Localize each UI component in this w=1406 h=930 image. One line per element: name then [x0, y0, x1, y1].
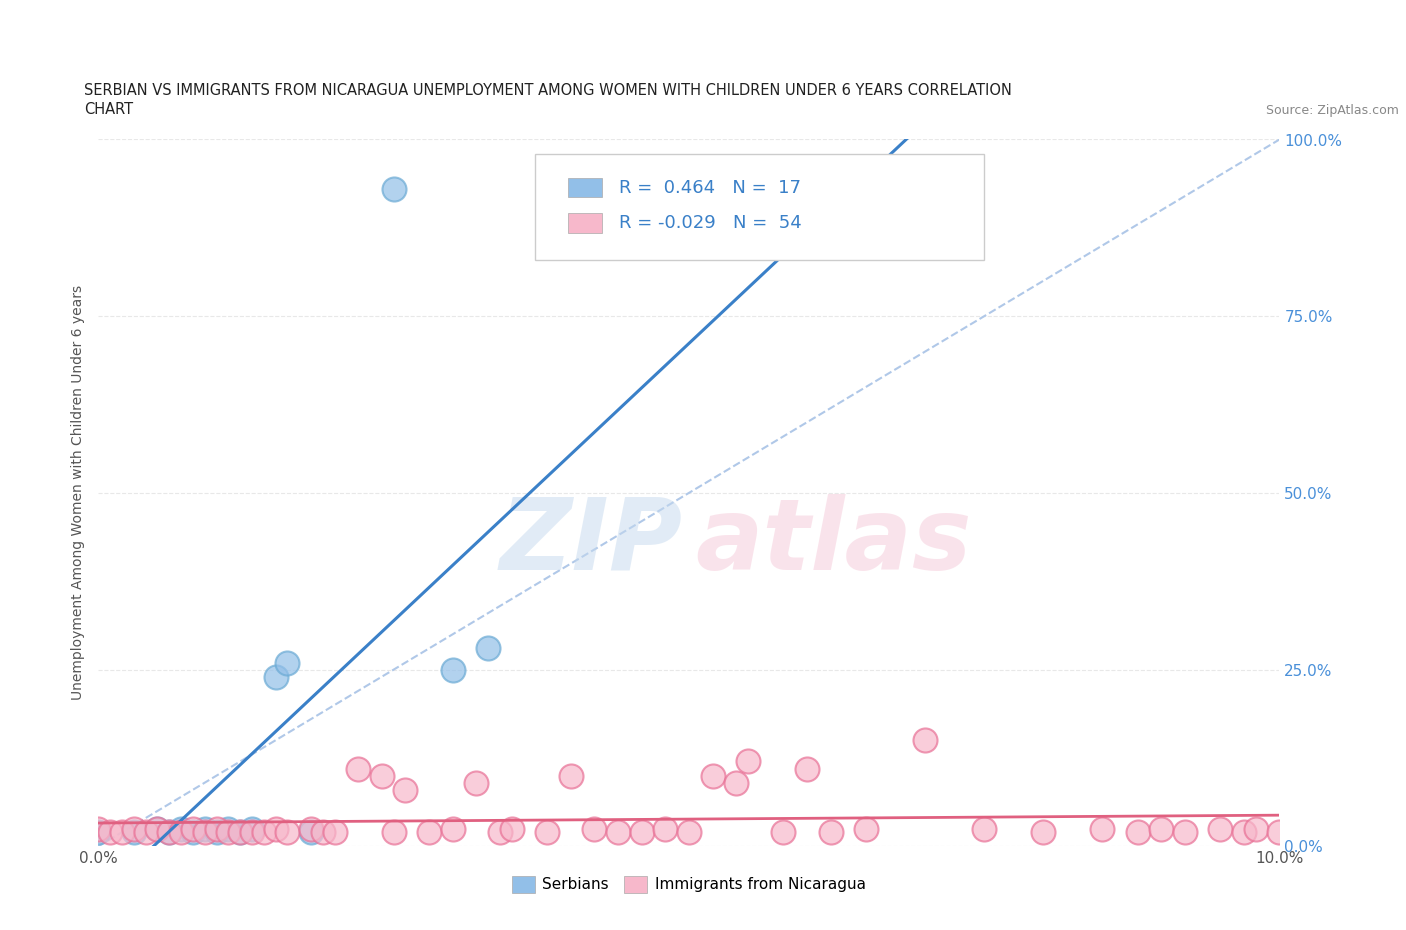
Point: [181, 825, 204, 840]
Point: [229, 825, 252, 840]
Point: [477, 641, 499, 656]
Point: [312, 825, 335, 840]
Point: [111, 825, 134, 840]
Point: [1209, 821, 1232, 836]
Point: [583, 821, 606, 836]
Point: [253, 825, 276, 840]
Point: [98, 825, 121, 840]
Point: [536, 825, 558, 840]
Y-axis label: Unemployment Among Women with Children Under 6 years: Unemployment Among Women with Children U…: [70, 286, 84, 700]
Point: [194, 821, 217, 836]
Point: [1244, 821, 1267, 836]
Point: [1233, 825, 1256, 840]
Point: [737, 754, 759, 769]
Point: [702, 768, 724, 783]
Point: [441, 662, 464, 677]
Point: [725, 776, 748, 790]
Point: [382, 181, 405, 196]
Text: Source: ZipAtlas.com: Source: ZipAtlas.com: [1265, 104, 1399, 117]
Point: [371, 768, 394, 783]
Point: [1126, 825, 1149, 840]
Point: [157, 825, 180, 840]
Point: [276, 655, 298, 670]
Point: [205, 825, 228, 840]
Point: [264, 821, 287, 836]
Text: R =  0.464   N =  17: R = 0.464 N = 17: [619, 179, 801, 196]
Point: [146, 821, 169, 836]
Text: atlas: atlas: [695, 494, 972, 591]
Point: [122, 821, 145, 836]
Point: [1091, 821, 1114, 836]
Point: [135, 825, 157, 840]
Point: [560, 768, 582, 783]
Point: [87, 821, 110, 836]
Point: [194, 825, 217, 840]
Point: [1150, 821, 1173, 836]
Point: [465, 776, 488, 790]
Point: [394, 782, 416, 797]
Point: [418, 825, 440, 840]
Point: [205, 821, 228, 836]
Point: [441, 821, 464, 836]
Point: [240, 821, 263, 836]
Text: ZIP: ZIP: [501, 494, 683, 591]
Point: [501, 821, 523, 836]
Legend: Serbians, Immigrants from Nicaragua: Serbians, Immigrants from Nicaragua: [506, 870, 872, 898]
Point: [796, 761, 818, 776]
FancyBboxPatch shape: [568, 213, 602, 232]
Point: [678, 825, 700, 840]
Point: [299, 821, 322, 836]
Text: SERBIAN VS IMMIGRANTS FROM NICARAGUA UNEMPLOYMENT AMONG WOMEN WITH CHILDREN UNDE: SERBIAN VS IMMIGRANTS FROM NICARAGUA UNE…: [84, 83, 1012, 98]
Point: [217, 825, 239, 840]
Point: [276, 825, 298, 840]
Point: [299, 825, 322, 840]
Point: [855, 821, 877, 836]
Point: [122, 825, 145, 840]
Point: [323, 825, 346, 840]
Point: [217, 821, 239, 836]
Point: [1032, 825, 1054, 840]
FancyBboxPatch shape: [536, 153, 984, 259]
Point: [146, 821, 169, 836]
Point: [489, 825, 512, 840]
Point: [772, 825, 794, 840]
Point: [914, 733, 936, 748]
Point: [87, 825, 110, 840]
Point: [607, 825, 630, 840]
Point: [170, 825, 193, 840]
Point: [654, 821, 676, 836]
Text: CHART: CHART: [84, 102, 134, 117]
Point: [1174, 825, 1197, 840]
Point: [181, 821, 204, 836]
Point: [382, 825, 405, 840]
Point: [347, 761, 370, 776]
FancyBboxPatch shape: [568, 178, 602, 197]
Point: [1268, 825, 1291, 840]
Point: [229, 825, 252, 840]
Point: [157, 825, 180, 840]
Point: [170, 821, 193, 836]
Text: R = -0.029   N =  54: R = -0.029 N = 54: [619, 214, 801, 232]
Point: [973, 821, 995, 836]
Point: [240, 825, 263, 840]
Point: [630, 825, 652, 840]
Point: [820, 825, 842, 840]
Point: [264, 670, 287, 684]
